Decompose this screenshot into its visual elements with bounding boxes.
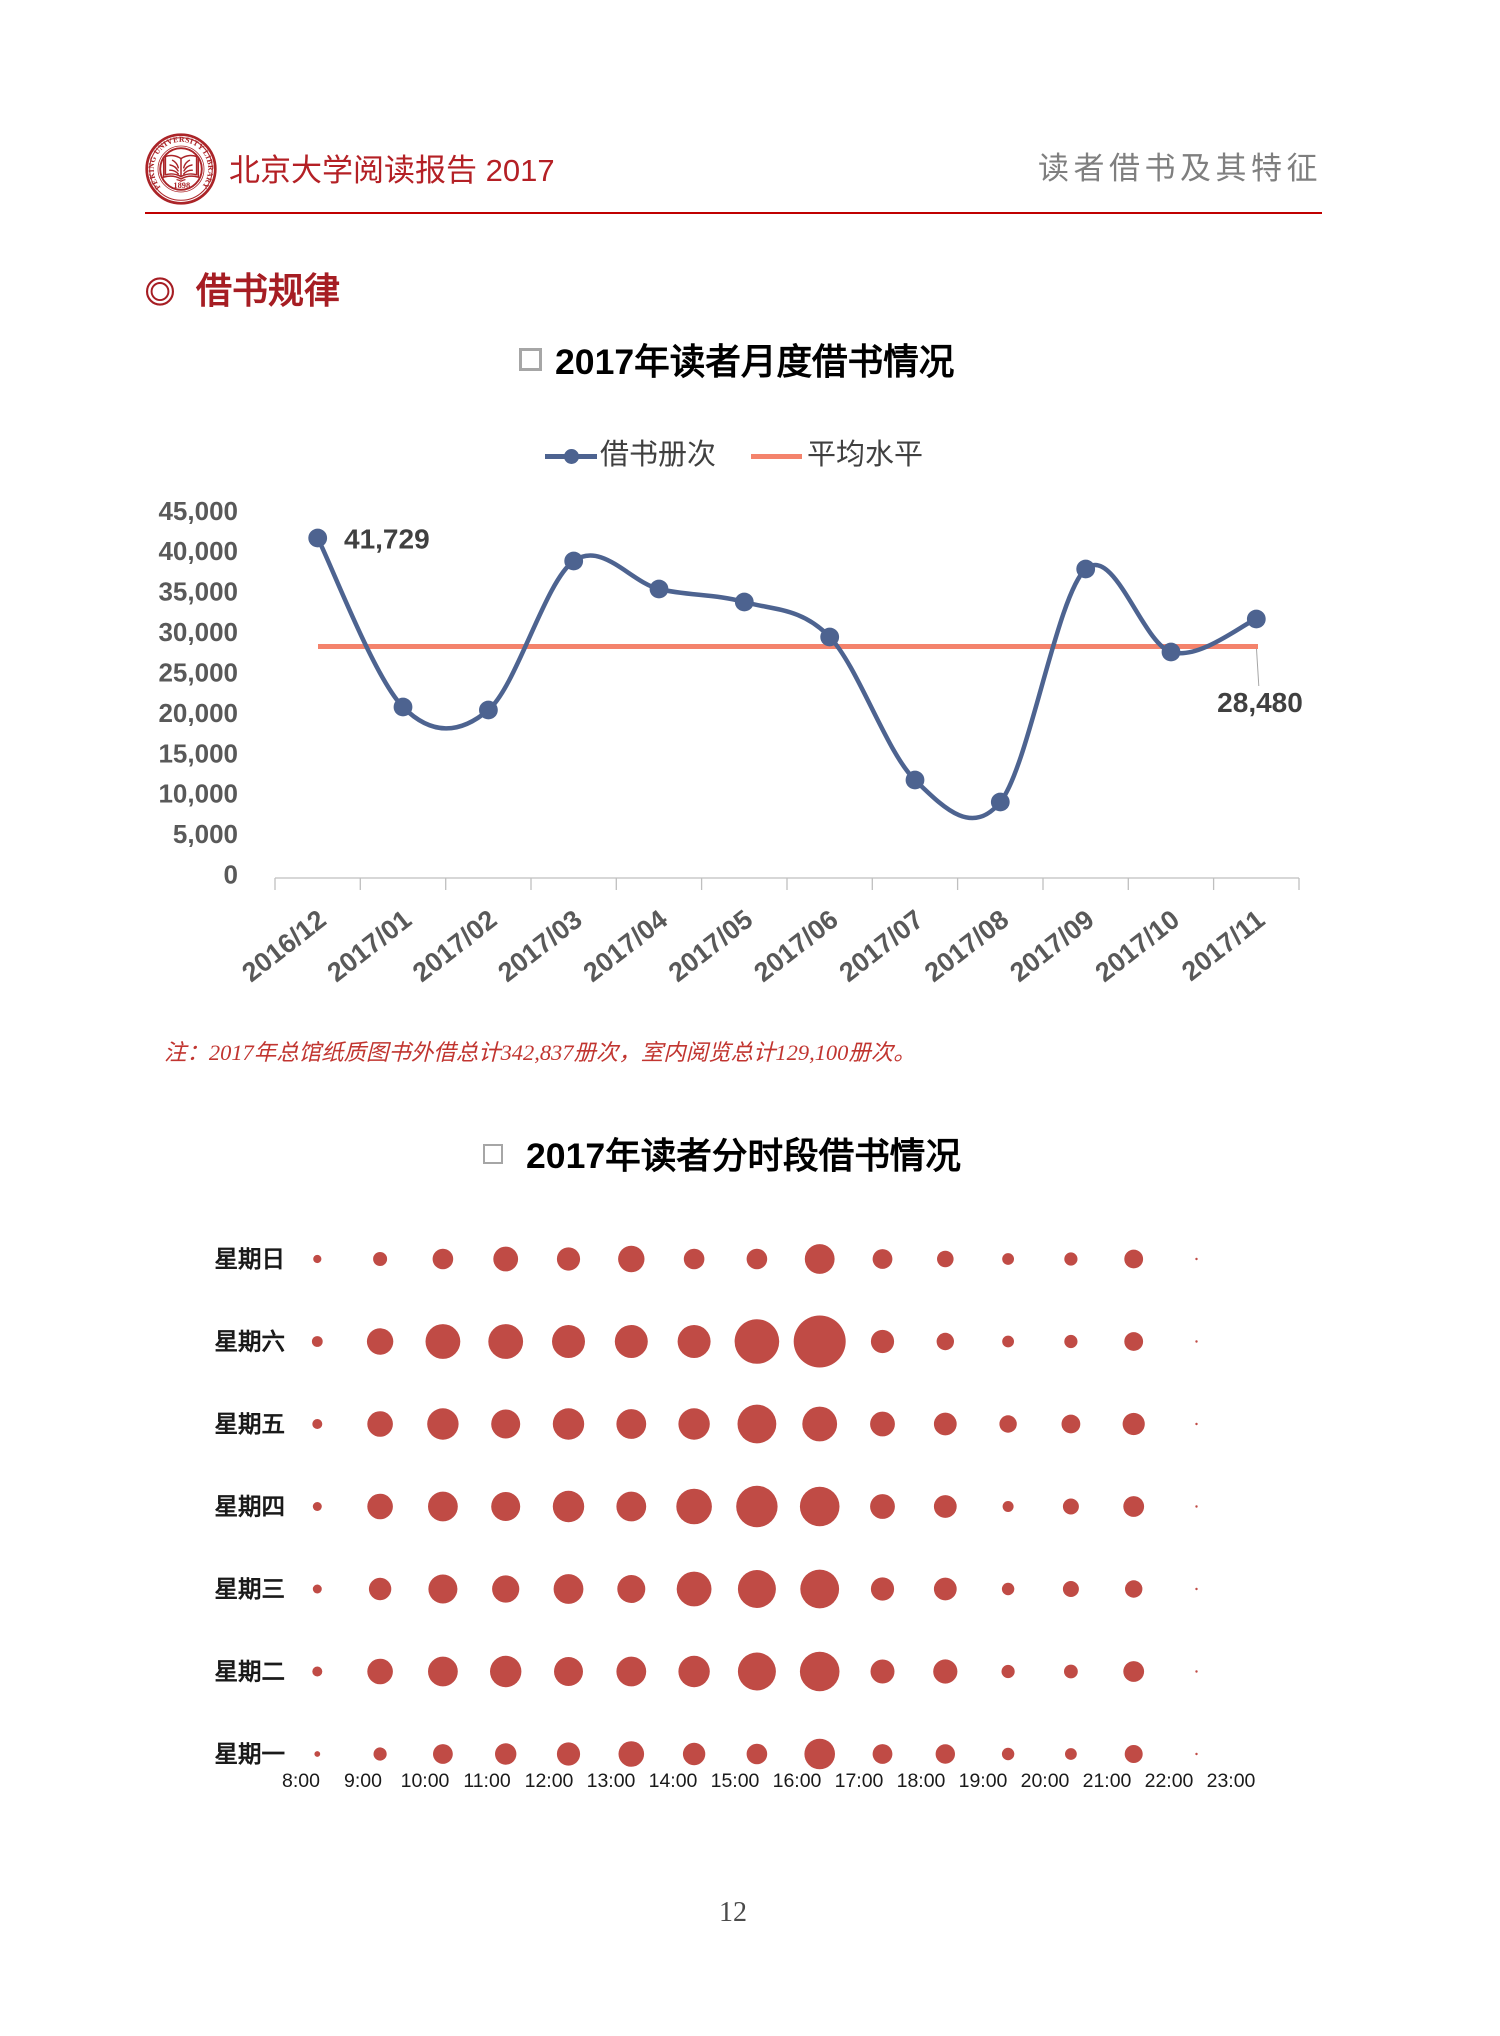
svg-text:35,000: 35,000 xyxy=(158,577,238,607)
svg-text:星期二: 星期二 xyxy=(215,1659,286,1685)
svg-text:10,000: 10,000 xyxy=(158,779,238,809)
svg-text:25,000: 25,000 xyxy=(158,658,238,688)
svg-text:9:00: 9:00 xyxy=(344,1770,382,1792)
svg-text:星期六: 星期六 xyxy=(215,1329,286,1355)
svg-text:18:00: 18:00 xyxy=(897,1770,946,1792)
svg-text:星期一: 星期一 xyxy=(215,1741,286,1767)
svg-text:20:00: 20:00 xyxy=(1021,1770,1070,1792)
svg-text:星期五: 星期五 xyxy=(215,1411,286,1437)
svg-text:19:00: 19:00 xyxy=(959,1770,1008,1792)
svg-text:星期日: 星期日 xyxy=(215,1246,286,1272)
svg-text:5,000: 5,000 xyxy=(173,819,238,849)
svg-text:10:00: 10:00 xyxy=(401,1770,450,1792)
svg-text:22:00: 22:00 xyxy=(1145,1770,1194,1792)
svg-text:8:00: 8:00 xyxy=(282,1770,320,1792)
svg-text:12:00: 12:00 xyxy=(525,1770,574,1792)
svg-text:20,000: 20,000 xyxy=(158,698,238,728)
svg-text:21:00: 21:00 xyxy=(1083,1770,1132,1792)
svg-text:星期三: 星期三 xyxy=(215,1576,286,1602)
svg-text:28,480: 28,480 xyxy=(1217,687,1303,718)
svg-text:41,729: 41,729 xyxy=(344,524,430,555)
svg-text:1898: 1898 xyxy=(173,181,190,190)
svg-text:11:00: 11:00 xyxy=(463,1770,511,1792)
svg-text:16:00: 16:00 xyxy=(773,1770,822,1792)
svg-text:45,000: 45,000 xyxy=(158,496,238,526)
svg-text:15:00: 15:00 xyxy=(711,1770,760,1792)
svg-text:15,000: 15,000 xyxy=(158,738,238,768)
svg-text:0: 0 xyxy=(224,860,238,890)
svg-text:17:00: 17:00 xyxy=(835,1770,884,1792)
svg-text:23:00: 23:00 xyxy=(1207,1770,1256,1792)
svg-text:14:00: 14:00 xyxy=(649,1770,698,1792)
svg-text:30,000: 30,000 xyxy=(158,617,238,647)
svg-text:40,000: 40,000 xyxy=(158,536,238,566)
svg-text:13:00: 13:00 xyxy=(587,1770,636,1792)
svg-text:星期四: 星期四 xyxy=(215,1494,286,1520)
